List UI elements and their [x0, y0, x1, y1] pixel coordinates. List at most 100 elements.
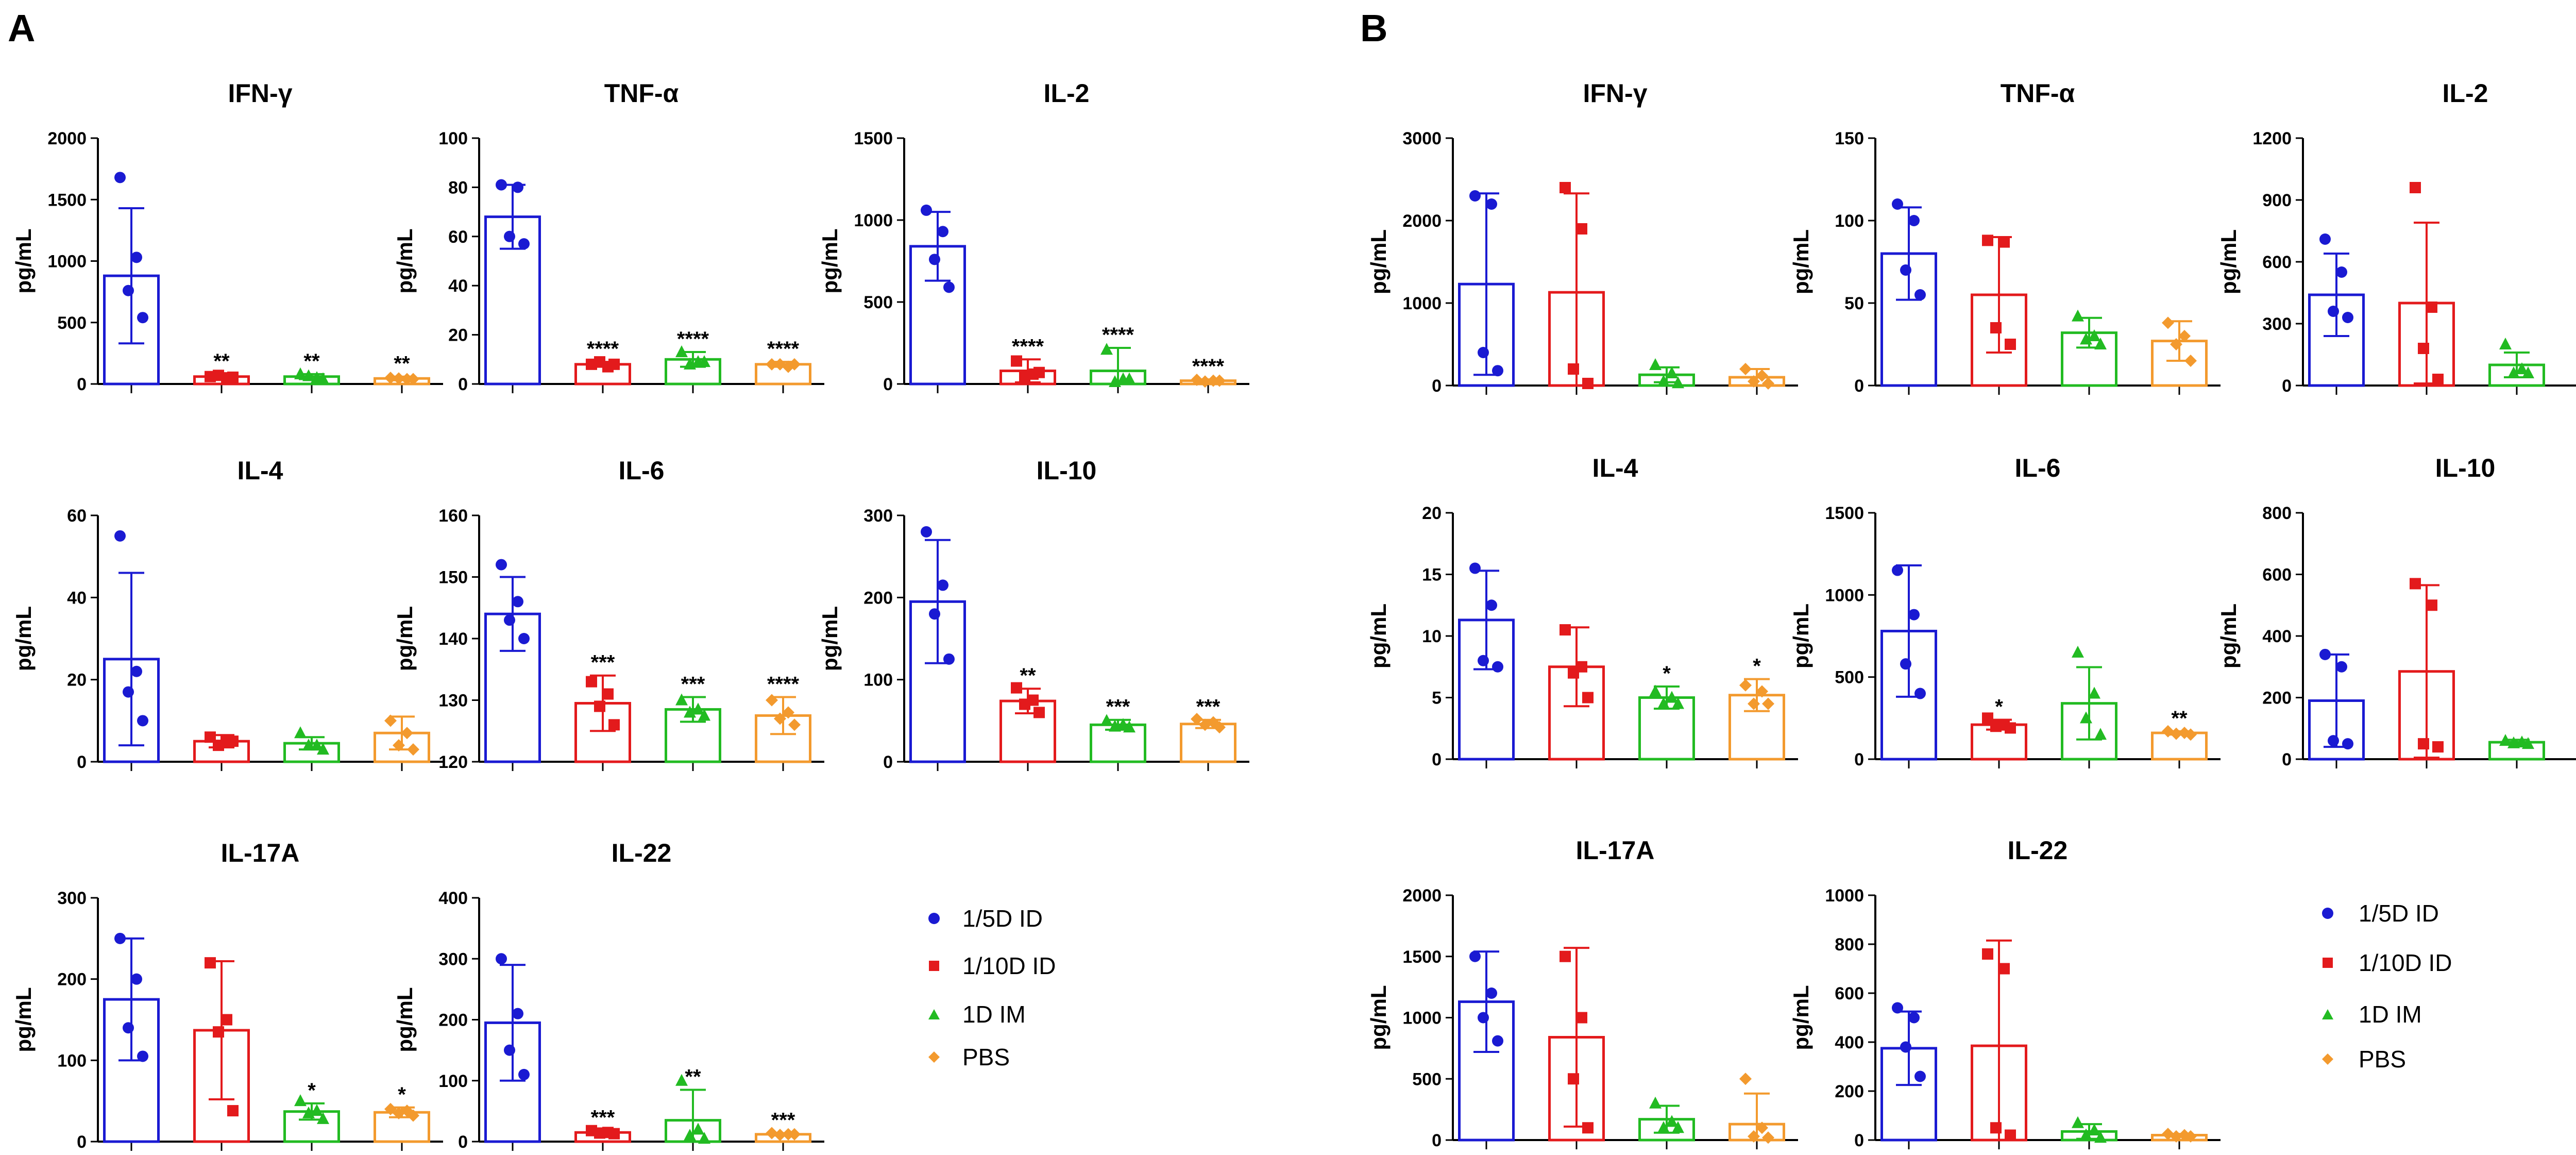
data-point-1d-im [1123, 721, 1136, 733]
y-axis-label: pg/mL [1366, 604, 1391, 668]
chart-b-il-4: IL-4 pg/mL 0 5 10 15 20 * * [1366, 454, 1798, 769]
data-point-1d-im [698, 1132, 710, 1144]
chart-title: IL-22 [612, 839, 672, 867]
chart-b-ifn-gamma: IFN-γ pg/mL 0 1000 2000 3000 [1366, 79, 1798, 396]
data-point-pbs [2178, 330, 2191, 342]
data-point-1-5d-id [496, 953, 507, 965]
data-point-1-10d-id [213, 1026, 224, 1038]
data-point-1d-im [675, 1074, 688, 1086]
data-point-pbs [1739, 363, 1752, 375]
y-tick-label: 100 [57, 1051, 87, 1070]
data-point-1-5d-id [1892, 564, 1903, 576]
data-point-1-5d-id [2319, 233, 2331, 245]
data-point-1d-im [2522, 366, 2534, 378]
data-point-1d-im [2080, 332, 2092, 345]
chart-a-il-2: IL-2 pg/mL 0 500 1000 1500 **** **** **** [818, 79, 1249, 394]
panel-label-b: B [1360, 7, 1387, 49]
data-point-1d-im [692, 1123, 704, 1135]
data-point-1d-im [317, 1112, 329, 1124]
y-tick-label: 300 [57, 889, 87, 908]
data-point-1-5d-id [137, 715, 148, 727]
y-axis-label: pg/mL [1366, 985, 1391, 1050]
data-point-1d-im [2094, 338, 2107, 349]
y-tick-label: 1500 [1825, 504, 1864, 523]
data-point-1-5d-id [518, 633, 530, 644]
data-point-1-5d-id [1908, 1012, 1920, 1024]
y-tick-label: 400 [2262, 627, 2292, 646]
data-point-pbs [1756, 685, 1768, 698]
y-tick-label: 0 [1432, 1131, 1442, 1150]
y-tick-label: 0 [77, 752, 87, 772]
y-tick-label: 150 [1835, 129, 1864, 148]
data-point-1-5d-id [504, 230, 515, 242]
data-point-pbs [774, 712, 786, 725]
y-tick-label: 40 [448, 276, 468, 296]
y-axis-label: pg/mL [11, 229, 36, 294]
y-tick-label: 800 [1835, 935, 1864, 955]
chart-a-il-4: IL-4 pg/mL 0 20 40 60 [11, 456, 443, 772]
data-point-1-5d-id [929, 254, 940, 265]
data-point-1d-im [675, 345, 688, 357]
data-point-pbs [393, 372, 405, 385]
legend-label-1-5d-id: 1/5D ID [2359, 900, 2439, 927]
data-point-1-10d-id [1582, 1122, 1594, 1134]
y-tick-label: 130 [438, 691, 468, 711]
significance-label: **** [767, 338, 800, 360]
data-point-1d-im [2499, 338, 2512, 349]
data-point-1-10d-id [2426, 302, 2437, 313]
significance-label: * [1995, 696, 2003, 718]
data-point-1d-im [2507, 736, 2520, 748]
data-point-1-10d-id [1998, 963, 2010, 975]
data-point-1-5d-id [496, 179, 507, 191]
y-tick-label: 100 [863, 671, 893, 690]
data-point-1-10d-id [2410, 182, 2421, 193]
y-axis-label: pg/mL [11, 606, 36, 671]
significance-label: *** [681, 673, 705, 696]
data-point-1-5d-id [1900, 264, 1911, 276]
data-point-1-5d-id [123, 686, 134, 698]
data-point-1-5d-id [1478, 1012, 1489, 1024]
legend-label-1-10d-id: 1/10D ID [962, 952, 1056, 979]
data-point-1-10d-id [1560, 950, 1571, 962]
chart-title: IFN-γ [228, 79, 293, 108]
data-point-pbs [1756, 369, 1768, 382]
data-point-pbs [401, 727, 413, 740]
data-point-1d-im [2088, 1124, 2100, 1135]
data-point-pbs [407, 1109, 419, 1122]
data-point-1-5d-id [1908, 215, 1920, 226]
data-point-pbs [2170, 338, 2182, 350]
data-point-pbs [766, 358, 778, 371]
y-tick-label: 1000 [1402, 294, 1442, 313]
data-point-pbs [1739, 679, 1752, 692]
chart-title: IL-10 [1037, 456, 1097, 485]
data-point-1-5d-id [123, 284, 134, 296]
data-point-1d-im [1109, 375, 1121, 387]
data-point-1-10d-id [1576, 223, 1587, 235]
y-tick-label: 200 [57, 970, 87, 990]
legend-label-1d-im: 1D IM [962, 1001, 1026, 1028]
data-point-1d-im [1666, 691, 1678, 703]
legend-label-pbs: PBS [962, 1044, 1010, 1070]
data-point-pbs [393, 739, 405, 752]
data-point-1d-im [1666, 1115, 1678, 1127]
data-point-1-5d-id [1914, 289, 1926, 300]
data-point-1-10d-id [2418, 343, 2429, 354]
bar-pbs [1180, 723, 1236, 763]
data-point-1-10d-id [1019, 698, 1030, 710]
y-tick-label: 500 [863, 293, 893, 312]
data-point-pbs [1213, 374, 1226, 387]
data-point-pbs [1191, 374, 1203, 387]
chart-title: IL-6 [2015, 454, 2061, 482]
chart-b-il-2: IL-2 pg/mL 0 300 600 900 1200 [2216, 79, 2576, 396]
data-point-1-10d-id [594, 356, 605, 368]
y-tick-label: 0 [2282, 376, 2292, 396]
y-tick-label: 0 [883, 375, 893, 394]
significance-label: * [398, 1083, 406, 1106]
significance-label: ** [213, 350, 230, 373]
data-point-1-5d-id [504, 1044, 515, 1056]
data-point-1-5d-id [2342, 312, 2353, 323]
data-point-1-10d-id [1990, 721, 2002, 732]
chart-title: TNF-α [2001, 79, 2075, 108]
data-point-1-10d-id [2005, 339, 2016, 350]
